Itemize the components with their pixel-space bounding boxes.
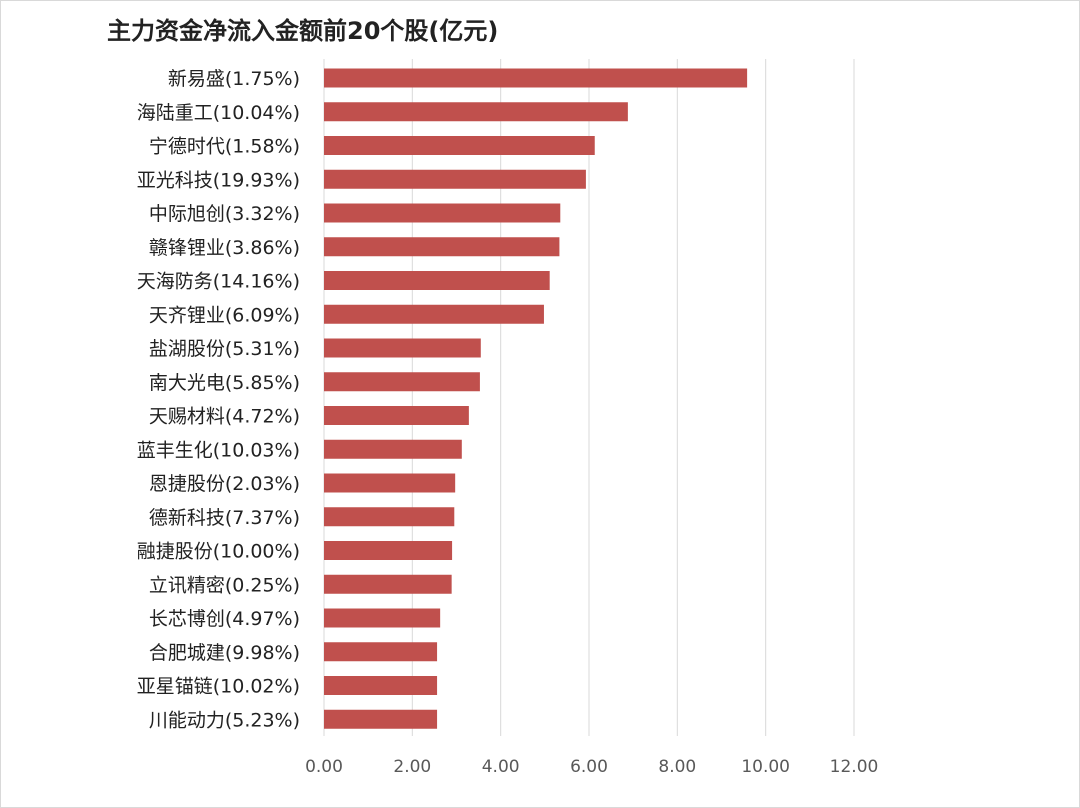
category-label: 南大光电(5.85%) (149, 372, 300, 394)
category-label: 亚星锚链(10.02%) (137, 676, 300, 698)
bar (324, 338, 481, 358)
bar (324, 608, 441, 628)
bar (324, 169, 586, 189)
category-label: 融捷股份(10.00%) (137, 541, 300, 563)
category-label: 盐湖股份(5.31%) (149, 338, 300, 360)
bar (324, 676, 438, 695)
chart-title: 主力资金净流入金额前20个股(亿元) (107, 17, 499, 45)
category-label: 天赐材料(4.72%) (149, 406, 300, 428)
bar (324, 102, 628, 122)
category-label: 恩捷股份(2.03%) (149, 473, 300, 495)
x-tick-label: 12.00 (830, 757, 879, 777)
bar (324, 271, 550, 290)
category-label: 川能动力(5.23%) (149, 709, 300, 731)
x-tick-label: 10.00 (741, 757, 790, 777)
category-label: 天海防务(14.16%) (137, 271, 300, 293)
bar (324, 473, 456, 493)
bar (324, 203, 561, 223)
category-label: 海陆重工(10.04%) (137, 102, 300, 124)
x-tick-label: 8.00 (658, 757, 696, 777)
bar (324, 237, 560, 257)
category-label: 立讯精密(0.25%) (149, 574, 300, 596)
category-label: 宁德时代(1.58%) (149, 136, 300, 158)
bar (324, 642, 438, 662)
bar (324, 709, 438, 729)
category-label: 中际旭创(3.32%) (149, 203, 300, 225)
bar (324, 406, 469, 425)
category-label: 新易盛(1.75%) (168, 68, 300, 90)
bar (324, 136, 595, 155)
x-tick-label: 2.00 (393, 757, 431, 777)
bar (324, 68, 748, 88)
x-tick-label: 0.00 (305, 757, 343, 777)
x-tick-label: 6.00 (570, 757, 608, 777)
bar (324, 507, 455, 527)
category-label: 德新科技(7.37%) (149, 507, 300, 529)
bar (324, 574, 452, 594)
category-label: 长芯博创(4.97%) (149, 608, 300, 630)
bar (324, 439, 462, 459)
bar (324, 541, 453, 560)
x-tick-label: 4.00 (482, 757, 520, 777)
bar (324, 304, 544, 324)
category-label: 天齐锂业(6.09%) (149, 304, 300, 326)
category-label: 合肥城建(9.98%) (149, 642, 300, 664)
category-label: 蓝丰生化(10.03%) (137, 439, 300, 461)
bar (324, 372, 480, 392)
category-label: 赣锋锂业(3.86%) (149, 237, 300, 259)
category-label: 亚光科技(19.93%) (137, 169, 300, 191)
